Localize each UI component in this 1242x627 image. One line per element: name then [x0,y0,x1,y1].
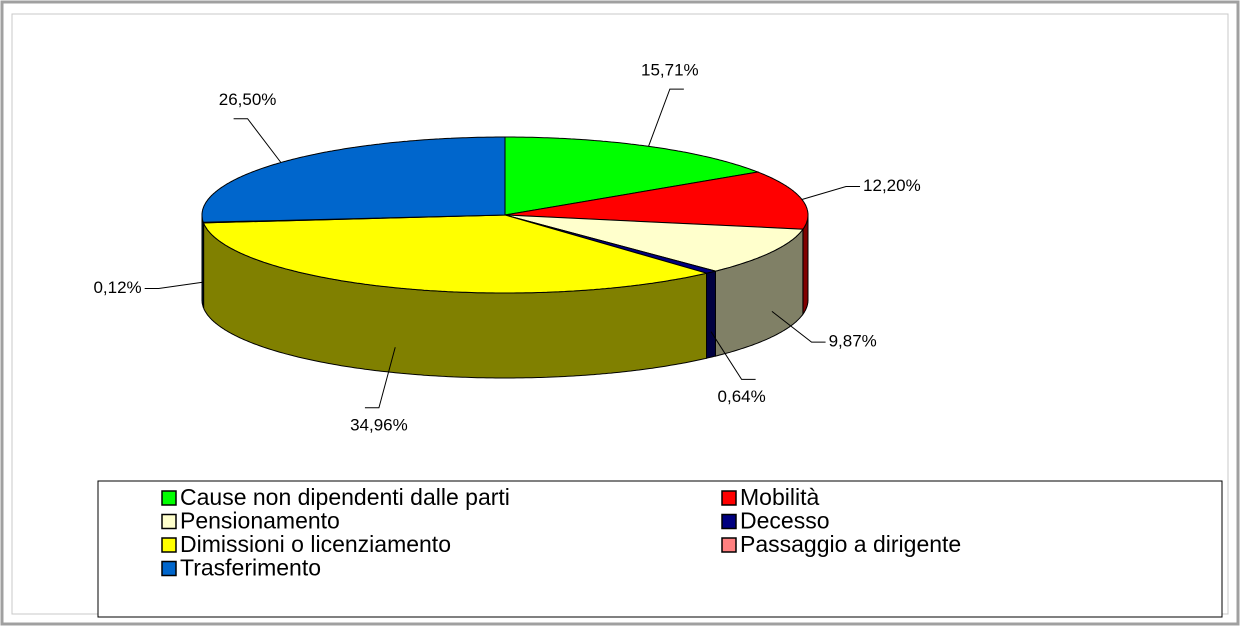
data-label: 15,71% [641,61,699,80]
legend-label: Trasferimento [180,555,321,581]
legend-label: Mobilità [740,484,819,510]
slice [201,136,506,223]
data-label: 26,50% [219,90,277,109]
leader-line [233,118,282,163]
leader-line [801,186,861,200]
slice [202,214,709,294]
slice-side [802,215,809,316]
legend-label: Decesso [740,508,829,534]
legend-label: Cause non dipendenti dalle parti [180,484,510,510]
legend-label: Pensionamento [180,508,340,534]
data-label: 0,64% [718,387,766,406]
legend-label: Passaggio a dirigente [740,531,961,557]
data-label: 9,87% [829,332,877,351]
legend-swatch [161,560,177,577]
legend-swatch [721,490,737,506]
slice [504,214,804,272]
legend: Cause non dipendenti dalle parti Mobilità… [161,484,961,581]
slice [504,171,809,230]
legend-swatch [721,513,737,530]
leader-line [648,88,684,147]
legend-swatch [161,513,177,530]
legend-box [97,480,1223,618]
data-label: 0,12% [93,278,141,297]
pie: 15,71% 12,20% 9,87% 0,64% 34,96% 0,12% 26,50% [93,61,920,435]
legend-swatch [721,537,737,553]
slice-side [706,270,716,359]
leader-line [364,347,396,409]
leader-line [771,311,826,343]
legend-swatch [161,490,177,506]
slice-side [201,215,204,308]
data-label: 34,96% [350,415,408,434]
legend-label: Dimissioni o licenziamento [180,531,451,557]
leader-line [144,281,204,289]
legend-swatch [161,537,177,553]
leader-line [710,331,756,380]
data-label: 12,20% [863,176,921,195]
